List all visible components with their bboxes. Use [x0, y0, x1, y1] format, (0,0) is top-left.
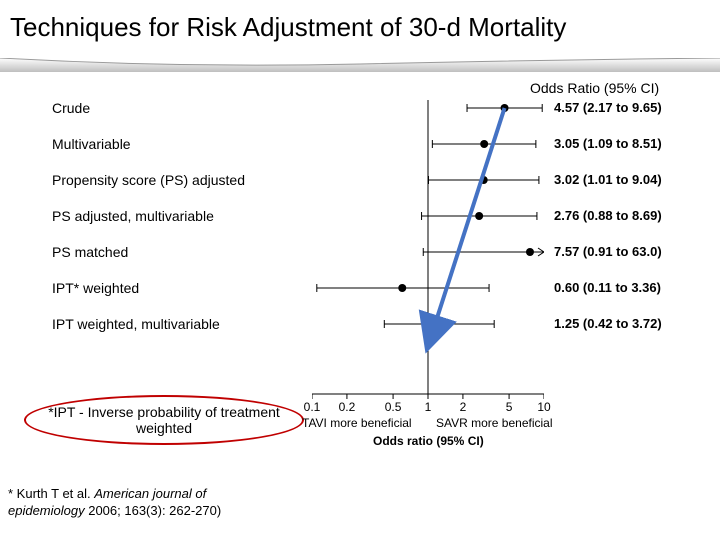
- x-tick-label: 0.2: [339, 400, 356, 414]
- method-label: PS adjusted, multivariable: [52, 208, 214, 224]
- citation-prefix: * Kurth T et al.: [8, 486, 94, 501]
- method-label: Multivariable: [52, 136, 131, 152]
- x-tick-label: 2: [460, 400, 467, 414]
- x-tick-label: 0.1: [304, 400, 321, 414]
- method-label: Crude: [52, 100, 90, 116]
- forest-plot: [312, 100, 544, 470]
- column-header-odds-ratio: Odds Ratio (95% CI): [530, 80, 659, 96]
- odds-ratio-value: 3.05 (1.09 to 8.51): [554, 136, 662, 151]
- odds-ratio-value: 7.57 (0.91 to 63.0): [554, 244, 662, 259]
- header-divider: [0, 58, 720, 72]
- method-label: Propensity score (PS) adjusted: [52, 172, 245, 188]
- method-label: PS matched: [52, 244, 128, 260]
- odds-ratio-value: 1.25 (0.42 to 3.72): [554, 316, 662, 331]
- odds-ratio-value: 4.57 (2.17 to 9.65): [554, 100, 662, 115]
- right-side-label: SAVR more beneficial: [436, 416, 553, 430]
- citation: * Kurth T et al. American journal of epi…: [8, 486, 268, 520]
- odds-ratio-value: 3.02 (1.01 to 9.04): [554, 172, 662, 187]
- footnote-ipt: *IPT - Inverse probability of treatment …: [24, 395, 304, 445]
- x-axis-title: Odds ratio (95% CI): [373, 434, 484, 448]
- left-side-label: TAVI more beneficial: [302, 416, 412, 430]
- x-tick-label: 1: [425, 400, 432, 414]
- x-tick-label: 5: [506, 400, 513, 414]
- x-tick-label: 10: [537, 400, 550, 414]
- method-label: IPT* weighted: [52, 280, 139, 296]
- x-tick-label: 0.5: [385, 400, 402, 414]
- odds-ratio-value: 2.76 (0.88 to 8.69): [554, 208, 662, 223]
- page-title: Techniques for Risk Adjustment of 30-d M…: [0, 0, 720, 51]
- citation-suffix: 2006; 163(3): 262-270): [85, 503, 222, 518]
- odds-ratio-value: 0.60 (0.11 to 3.36): [554, 280, 661, 295]
- method-label: IPT weighted, multivariable: [52, 316, 220, 332]
